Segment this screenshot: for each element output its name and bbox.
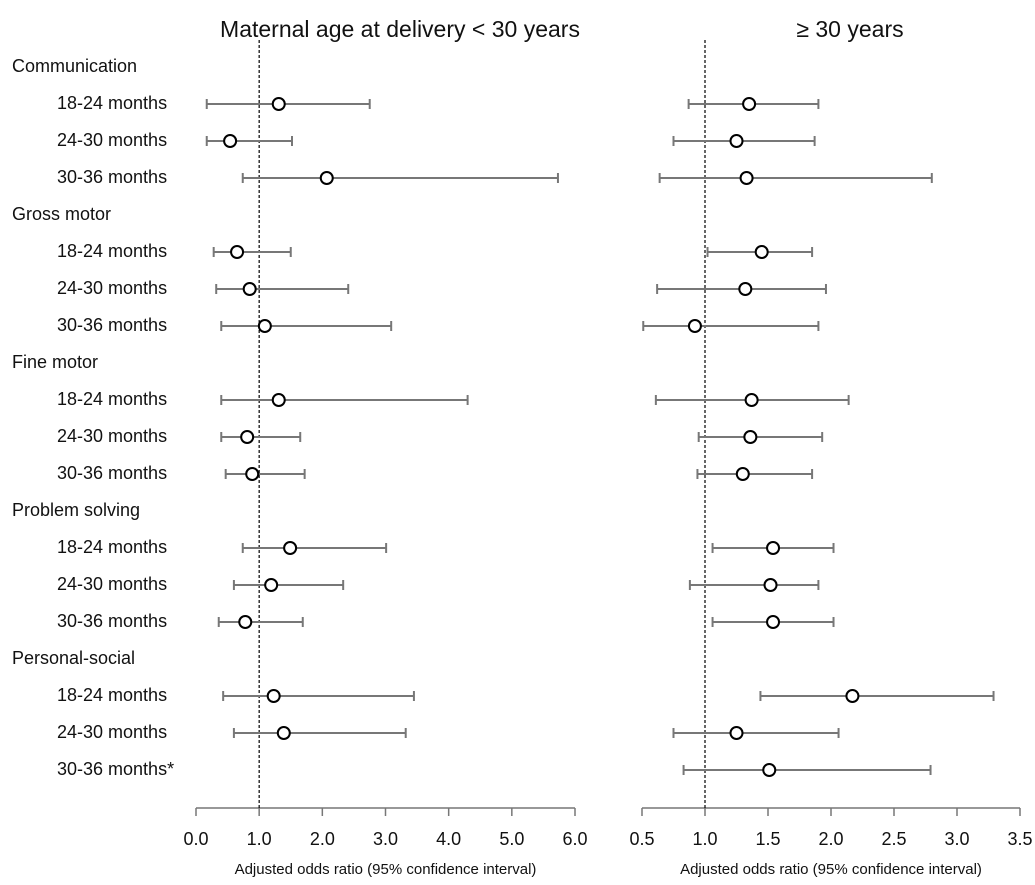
x-tick-label: 2.5 (881, 829, 906, 849)
x-tick-label: 1.0 (247, 829, 272, 849)
x-tick-label: 4.0 (436, 829, 461, 849)
x-tick-label: 3.0 (944, 829, 969, 849)
row-label: 18-24 months (57, 537, 167, 557)
row-label: 24-30 months (57, 574, 167, 594)
point (743, 430, 758, 444)
x-tick-label: 5.0 (499, 829, 524, 849)
point (739, 171, 754, 185)
row-label: 18-24 months (57, 93, 167, 113)
x-tick-label: 6.0 (562, 829, 587, 849)
point (264, 578, 279, 592)
point (276, 726, 291, 740)
point (729, 726, 744, 740)
row-label: 30-36 months (57, 315, 167, 335)
row-label: 18-24 months (57, 389, 167, 409)
point (257, 319, 272, 333)
row-label: 30-36 months (57, 611, 167, 631)
point (271, 97, 286, 111)
group-label: Personal-social (12, 648, 135, 668)
point (742, 97, 757, 111)
point (738, 282, 753, 296)
point (766, 615, 781, 629)
row-label: 18-24 months (57, 685, 167, 705)
row-label: 30-36 months (57, 463, 167, 483)
row-label: 24-30 months (57, 426, 167, 446)
x-tick-label: 1.5 (755, 829, 780, 849)
point (242, 282, 257, 296)
point (763, 578, 778, 592)
point (845, 689, 860, 703)
group-label: Problem solving (12, 500, 140, 520)
point (230, 245, 245, 259)
group-label: Communication (12, 56, 137, 76)
panel-title: ≥ 30 years (796, 16, 903, 42)
row-label: 30-36 months* (57, 759, 174, 779)
row-label: 24-30 months (57, 278, 167, 298)
point (283, 541, 298, 555)
point (238, 615, 253, 629)
point (766, 541, 781, 555)
point (762, 763, 777, 777)
x-axis-label: Adjusted odds ratio (95% confidence inte… (680, 861, 982, 878)
row-label: 18-24 months (57, 241, 167, 261)
x-tick-label: 1.0 (692, 829, 717, 849)
point (744, 393, 759, 407)
x-tick-label: 2.0 (310, 829, 335, 849)
row-label: 24-30 months (57, 130, 167, 150)
point (754, 245, 769, 259)
group-label: Fine motor (12, 352, 98, 372)
point (245, 467, 260, 481)
point (729, 134, 744, 148)
point (271, 393, 286, 407)
point (319, 171, 334, 185)
x-tick-label: 0.5 (629, 829, 654, 849)
row-label: 24-30 months (57, 722, 167, 742)
x-axis-label: Adjusted odds ratio (95% confidence inte… (235, 861, 537, 878)
x-tick-label: 3.5 (1007, 829, 1032, 849)
row-label: 30-36 months (57, 167, 167, 187)
group-label: Gross motor (12, 204, 111, 224)
point (735, 467, 750, 481)
point (266, 689, 281, 703)
x-tick-label: 2.0 (818, 829, 843, 849)
point (223, 134, 238, 148)
point (687, 319, 702, 333)
point (240, 430, 255, 444)
panel-title: Maternal age at delivery < 30 years (220, 16, 580, 42)
x-tick-label: 3.0 (373, 829, 398, 849)
x-tick-label: 0.0 (183, 829, 208, 849)
